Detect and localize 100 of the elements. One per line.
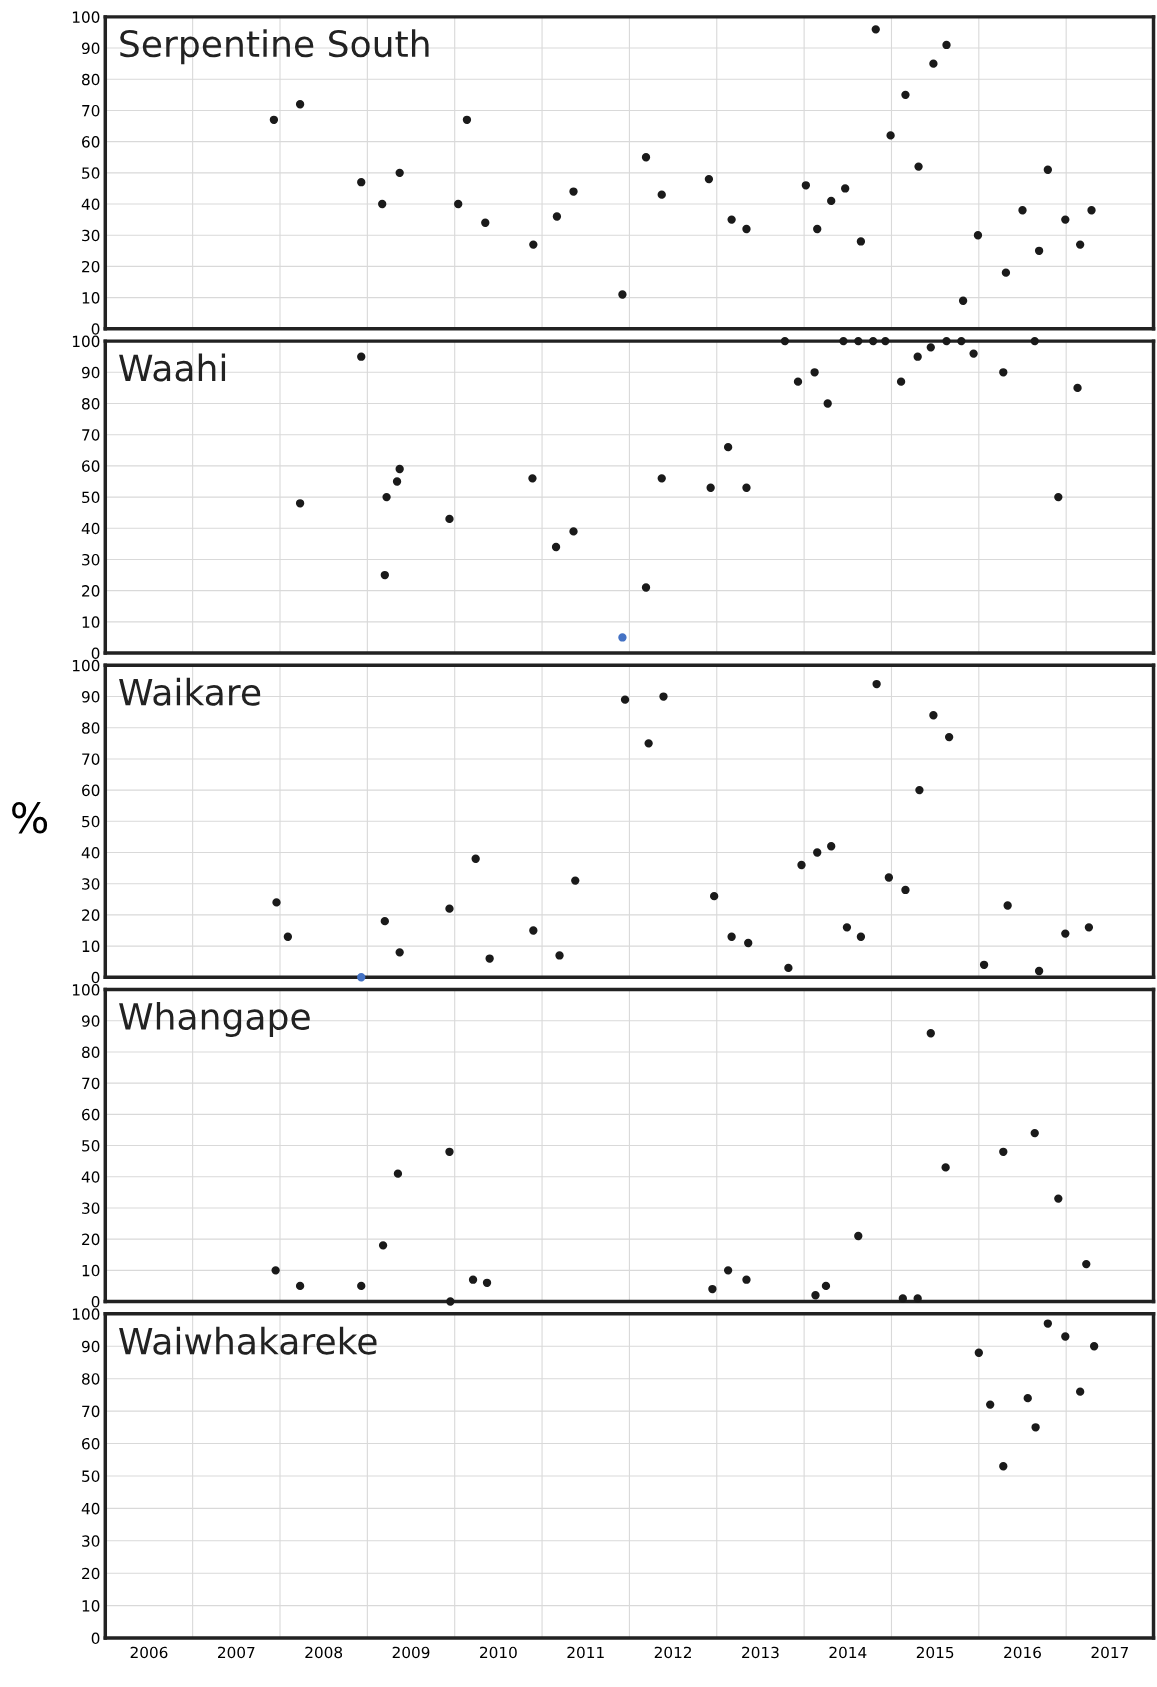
point <box>942 336 951 346</box>
point <box>529 926 538 935</box>
point <box>913 1294 922 1303</box>
point <box>706 483 715 492</box>
point <box>445 1147 454 1156</box>
point <box>881 336 890 346</box>
point <box>813 224 822 234</box>
point <box>1018 206 1027 215</box>
point <box>901 90 910 100</box>
y-tick-label: 30 <box>82 1202 100 1214</box>
y-tick-label: 100 <box>72 1308 100 1320</box>
chart-title: Waiwhakareke <box>119 1326 377 1355</box>
y-tick-label: 30 <box>82 553 100 566</box>
y-tick-label: 70 <box>82 753 100 765</box>
point <box>446 1297 455 1306</box>
point <box>618 633 627 642</box>
point <box>462 115 472 124</box>
point <box>485 954 494 963</box>
point <box>1043 1319 1052 1328</box>
x-tick-label: 2012 <box>654 1646 691 1659</box>
y-tick-label: 10 <box>82 616 100 628</box>
point <box>1001 268 1011 277</box>
point <box>551 542 561 552</box>
point <box>841 184 850 193</box>
point <box>271 1266 280 1275</box>
x-tick-label: 2011 <box>567 1646 604 1659</box>
point <box>659 692 668 701</box>
point <box>1003 901 1012 910</box>
point <box>357 352 366 361</box>
x-tick-label: 2008 <box>305 1646 343 1659</box>
point <box>744 938 753 948</box>
y-tick-label: 10 <box>82 1264 100 1277</box>
y-tick-label: 40 <box>81 1171 100 1183</box>
point <box>854 336 863 346</box>
point <box>979 960 989 969</box>
point <box>742 483 751 492</box>
y-tick-label: 80 <box>82 1373 100 1385</box>
y-tick-label: 10 <box>82 1600 100 1612</box>
point <box>1073 383 1082 393</box>
point <box>901 885 910 895</box>
point <box>944 732 954 742</box>
point <box>856 932 866 941</box>
point <box>644 739 653 748</box>
x-tick-label: 2017 <box>1091 1646 1128 1659</box>
point <box>1054 1194 1063 1203</box>
y-tick-label: 50 <box>82 167 100 179</box>
chart-title: Waahi <box>119 353 226 382</box>
point <box>1031 1423 1040 1432</box>
point <box>868 336 878 346</box>
y-tick-label: 90 <box>81 691 100 703</box>
point <box>793 377 803 386</box>
x-tick-label: 2006 <box>130 1646 168 1659</box>
point <box>999 368 1008 377</box>
y-tick-label: 10 <box>82 940 100 953</box>
point <box>269 115 279 124</box>
point <box>708 1284 717 1294</box>
point <box>821 1281 831 1291</box>
y-tick-label: 10 <box>82 292 100 304</box>
y-tick-label: 0 <box>91 647 100 660</box>
point <box>620 695 630 704</box>
point <box>482 1278 492 1287</box>
point <box>723 1266 733 1275</box>
chart-title: Whangape <box>119 1002 310 1038</box>
y-tick-label: 50 <box>82 1470 100 1482</box>
point <box>468 1275 478 1284</box>
point <box>839 336 848 346</box>
point <box>797 860 806 870</box>
y-tick-label: 60 <box>82 784 100 797</box>
x-tick-label: 2007 <box>218 1646 255 1659</box>
point <box>941 1163 950 1172</box>
point <box>380 570 389 580</box>
point <box>481 218 490 227</box>
y-tick-label: 50 <box>82 491 100 504</box>
point <box>872 679 881 689</box>
y-axis-title: % <box>12 801 48 834</box>
y-tick-label: 20 <box>82 1233 100 1246</box>
point <box>926 1029 935 1038</box>
y-tick-label: 20 <box>82 260 100 273</box>
y-tick-label: 40 <box>81 198 100 211</box>
point <box>780 336 790 346</box>
point <box>896 377 906 386</box>
point <box>1087 206 1096 215</box>
y-tick-label: 70 <box>82 1405 100 1418</box>
point <box>784 963 793 973</box>
point <box>957 336 966 346</box>
point <box>1084 923 1094 932</box>
point <box>1089 1342 1099 1351</box>
y-tick-label: 0 <box>91 1295 100 1308</box>
point <box>1082 1259 1091 1269</box>
point <box>1061 1332 1070 1341</box>
x-tick-label: 2013 <box>742 1646 779 1659</box>
y-tick-label: 80 <box>82 1046 100 1058</box>
point <box>445 904 454 913</box>
y-tick-label: 70 <box>82 104 100 117</box>
y-tick-label: 60 <box>82 1438 100 1450</box>
point <box>1061 929 1070 938</box>
point <box>618 290 627 299</box>
y-tick-label: 30 <box>82 229 100 242</box>
point <box>528 474 537 483</box>
point <box>929 711 938 720</box>
